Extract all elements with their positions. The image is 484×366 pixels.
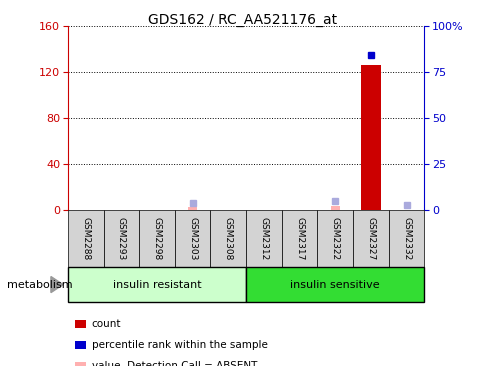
- Bar: [188, 207, 197, 210]
- Text: GSM2322: GSM2322: [330, 217, 339, 260]
- Text: GSM2298: GSM2298: [152, 217, 161, 261]
- Text: GSM2308: GSM2308: [223, 217, 232, 261]
- Text: GSM2312: GSM2312: [259, 217, 268, 261]
- Text: GSM2293: GSM2293: [117, 217, 126, 261]
- Polygon shape: [51, 277, 63, 293]
- Text: GSM2332: GSM2332: [401, 217, 410, 261]
- Text: GDS162 / RC_AA521176_at: GDS162 / RC_AA521176_at: [148, 13, 336, 27]
- Text: insulin sensitive: insulin sensitive: [290, 280, 379, 290]
- Text: GSM2303: GSM2303: [188, 217, 197, 261]
- Text: metabolism: metabolism: [7, 280, 73, 290]
- Bar: [330, 206, 339, 210]
- Text: count: count: [91, 319, 121, 329]
- Text: percentile rank within the sample: percentile rank within the sample: [91, 340, 267, 350]
- Text: GSM2288: GSM2288: [81, 217, 90, 261]
- Text: GSM2327: GSM2327: [365, 217, 375, 261]
- Bar: [361, 65, 380, 210]
- Text: insulin resistant: insulin resistant: [112, 280, 201, 290]
- Text: value, Detection Call = ABSENT: value, Detection Call = ABSENT: [91, 361, 257, 366]
- Text: GSM2317: GSM2317: [294, 217, 303, 261]
